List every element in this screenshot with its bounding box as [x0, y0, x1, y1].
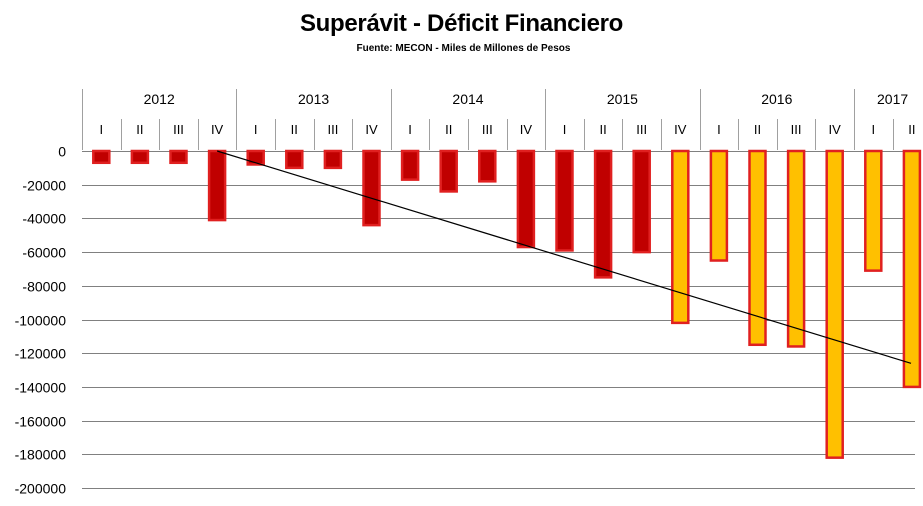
- bars: [92, 149, 922, 459]
- year-label: 2014: [452, 91, 483, 107]
- bar: [169, 149, 188, 165]
- bar: [864, 149, 883, 272]
- chart-title: Superávit - Déficit Financiero: [299, 10, 624, 37]
- bar: [362, 149, 381, 227]
- y-tick-label: 0: [58, 144, 66, 160]
- quarter-label: I: [99, 122, 103, 137]
- quarter-label: IV: [674, 122, 687, 137]
- bar: [207, 149, 227, 222]
- bar: [555, 149, 574, 252]
- quarter-label: II: [291, 122, 298, 137]
- quarter-label: IV: [520, 122, 533, 137]
- bar: [825, 149, 844, 459]
- year-label: 2013: [298, 91, 329, 107]
- bar: [786, 149, 806, 348]
- quarter-label: II: [136, 122, 143, 137]
- y-axis: 0 -20000 -40000 -60000 -80000 -100000 -120000 -…: [15, 144, 67, 497]
- trendline: [216, 150, 912, 364]
- bar: [902, 149, 922, 389]
- y-tick-label: -80000: [22, 279, 66, 295]
- quarter-label: I: [871, 122, 875, 137]
- year-label: 2016: [761, 91, 792, 107]
- y-tick-label: -60000: [22, 245, 66, 261]
- quarter-label: IV: [365, 122, 378, 137]
- year-label: 2012: [144, 91, 175, 107]
- bar: [748, 149, 767, 347]
- y-tick-label: -40000: [22, 211, 66, 227]
- y-tick-label: -160000: [15, 414, 67, 430]
- bar: [400, 149, 420, 181]
- bar: [439, 149, 458, 193]
- chart-subtitle: Fuente: MECON - Miles de Millones de Pes…: [356, 43, 571, 54]
- quarter-label: II: [754, 122, 761, 137]
- quarter-label: II: [445, 122, 452, 137]
- y-tick-label: -200000: [15, 481, 67, 497]
- y-tick-label: -100000: [15, 313, 67, 329]
- y-tick-label: -120000: [15, 346, 67, 362]
- y-tick-label: -20000: [22, 178, 66, 194]
- quarter-label: III: [791, 122, 802, 137]
- quarter-label: III: [327, 122, 338, 137]
- quarter-label: I: [254, 122, 258, 137]
- year-label: 2017: [877, 91, 908, 107]
- quarter-label: II: [599, 122, 606, 137]
- quarter-label: I: [717, 122, 721, 137]
- quarter-label: III: [636, 122, 647, 137]
- quarter-label: IV: [211, 122, 224, 137]
- bar: [130, 149, 150, 165]
- bar: [516, 149, 536, 249]
- bar: [593, 149, 613, 279]
- bar: [285, 149, 304, 170]
- quarter-label: III: [482, 122, 493, 137]
- quarter-label: II: [908, 122, 915, 137]
- bar: [671, 149, 690, 325]
- bar: [478, 149, 497, 183]
- bar: [92, 149, 111, 165]
- quarter-label: IV: [829, 122, 842, 137]
- y-tick-label: -140000: [15, 380, 67, 396]
- trendline-layer: [216, 150, 912, 364]
- bar: [323, 149, 343, 170]
- bar: [709, 149, 729, 262]
- bar: [632, 149, 651, 254]
- quarter-label: I: [563, 122, 567, 137]
- quarter-label: I: [408, 122, 412, 137]
- y-tick-label: -180000: [15, 447, 67, 463]
- year-label: 2015: [607, 91, 638, 107]
- quarter-label: III: [173, 122, 184, 137]
